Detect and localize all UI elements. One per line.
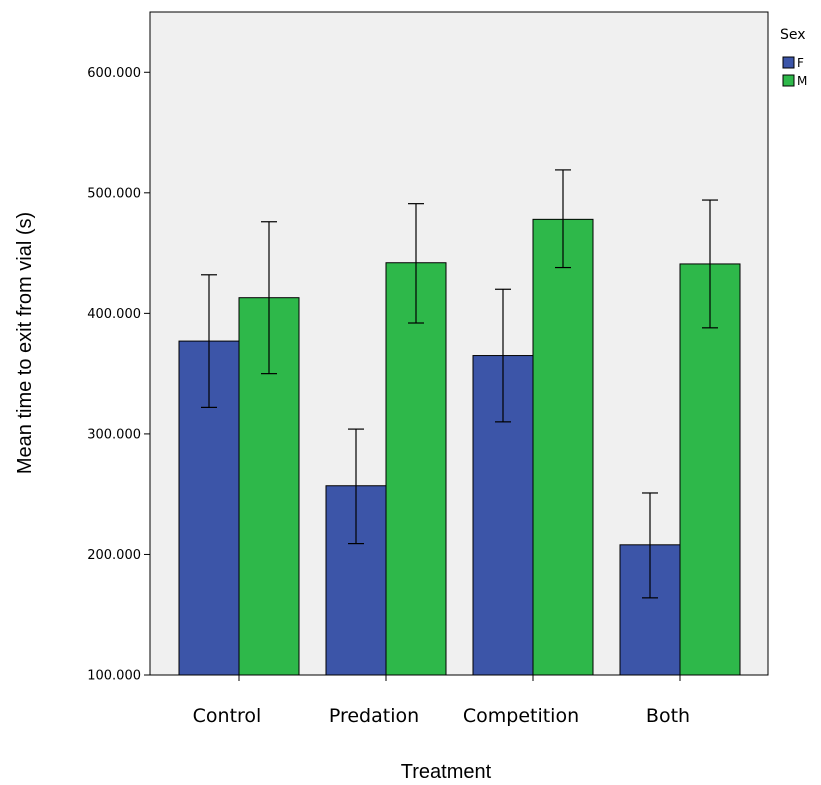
y-tick-label: 400.000: [87, 307, 141, 322]
bar-m-predation: [385, 262, 447, 676]
legend-title: Sex: [780, 27, 806, 43]
legend-label-m: M: [797, 74, 807, 88]
y-tick-label: 600.000: [87, 66, 141, 81]
y-tick-label: 500.000: [87, 186, 141, 201]
y-tick-label: 100.000: [87, 669, 141, 684]
y-tick-label: 200.000: [87, 548, 141, 563]
y-axis: 100.000 200.000 300.000 400.000 500.000 600.0…: [87, 66, 150, 684]
y-axis-title: Mean time to exit from vial (s): [14, 212, 36, 474]
x-tick-label-control: Control: [193, 705, 262, 727]
bar-m-competition: [532, 218, 594, 676]
legend-swatch-f: [782, 56, 795, 69]
bar-m-both: [679, 263, 741, 676]
x-axis: Control Predation Competition Both: [193, 675, 690, 727]
legend: Sex FM: [780, 27, 807, 88]
x-tick-label-competition: Competition: [463, 705, 579, 727]
x-tick-label-predation: Predation: [329, 705, 419, 727]
legend-swatch-m: [782, 74, 795, 87]
error-bars-layer: [201, 169, 718, 599]
y-tick-label: 300.000: [87, 427, 141, 442]
legend-label-f: F: [797, 56, 804, 70]
x-axis-title: Treatment: [401, 761, 492, 783]
x-tick-label-both: Both: [646, 705, 690, 727]
